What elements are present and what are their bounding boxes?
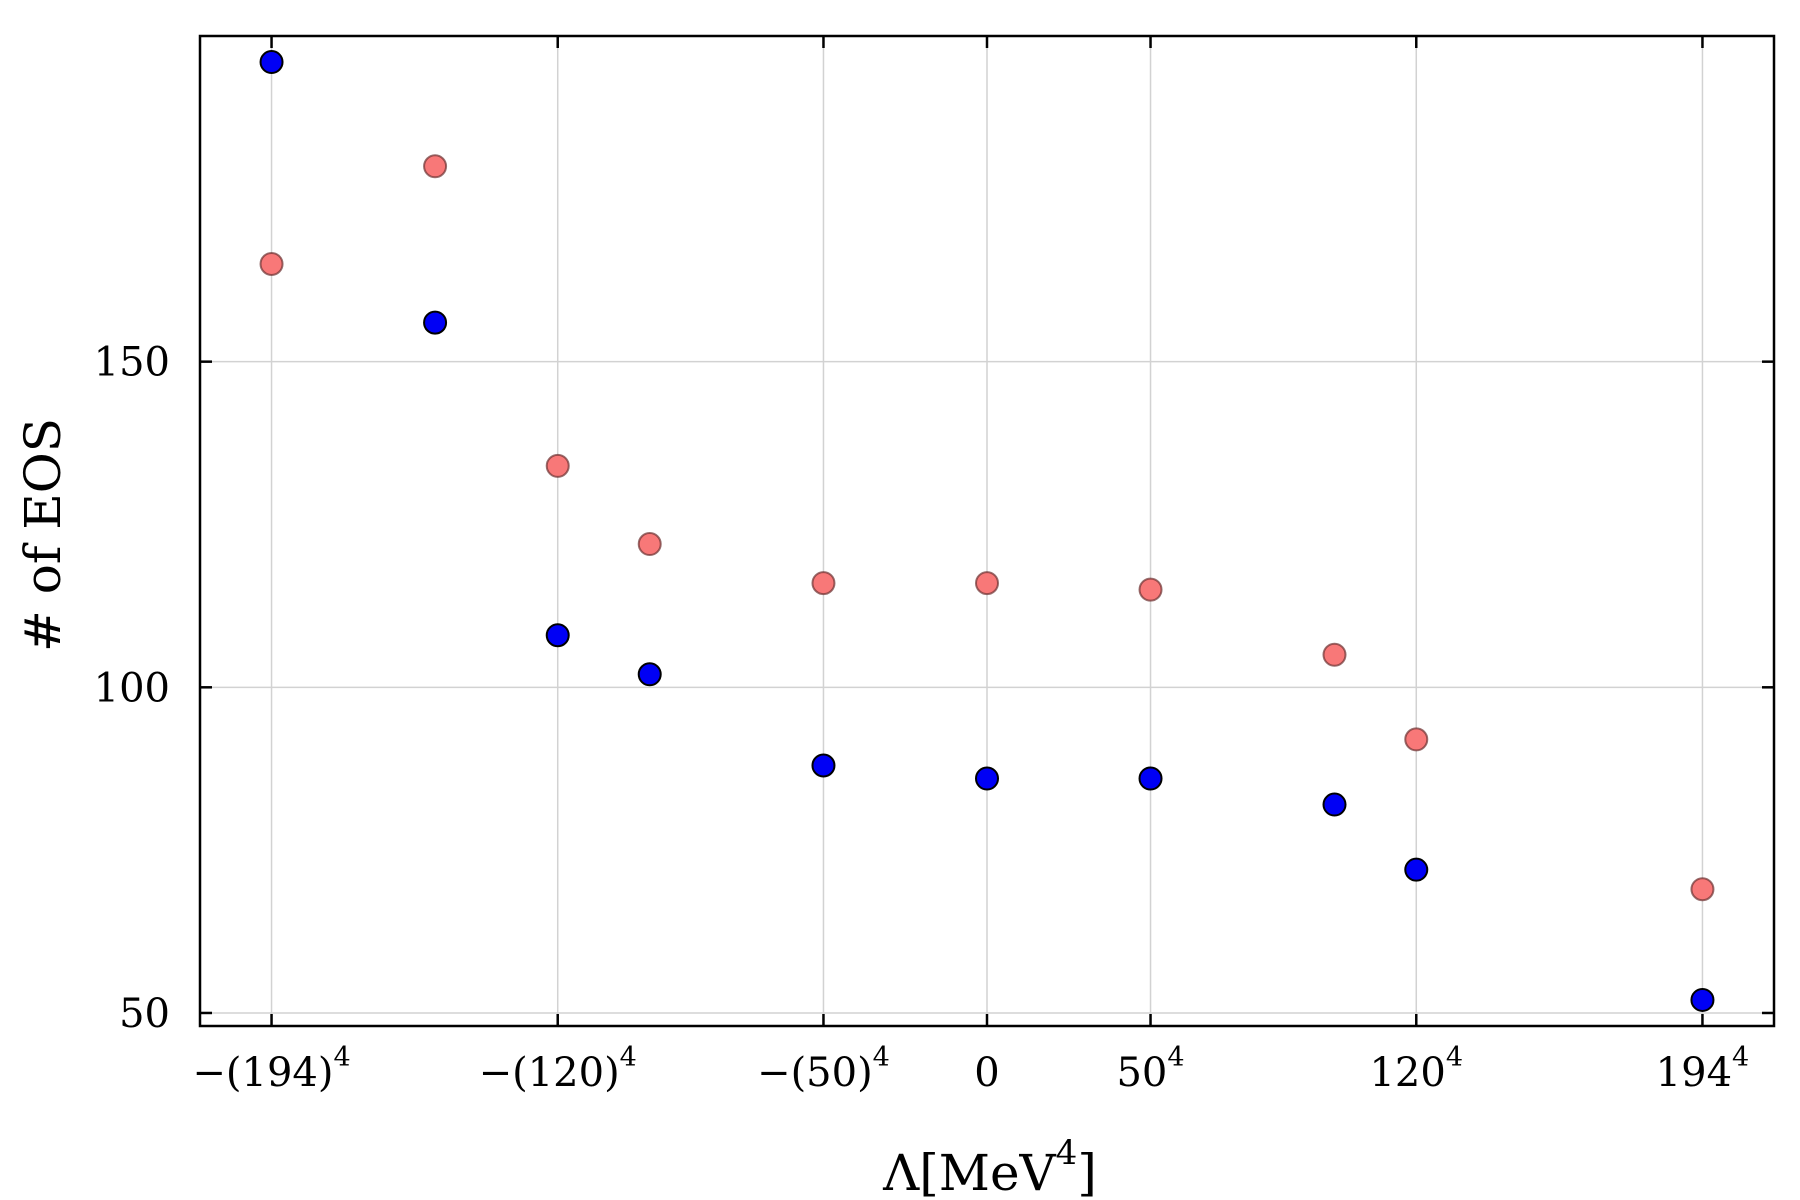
x-axis-title-suffix: ] bbox=[1077, 1144, 1097, 1200]
x-tick-label: 1944 bbox=[1656, 1042, 1750, 1096]
data-point bbox=[1404, 857, 1429, 882]
data-point bbox=[1404, 727, 1429, 752]
x-tick-label-base: 0 bbox=[974, 1050, 999, 1096]
x-tick-label-sup: 4 bbox=[1167, 1042, 1184, 1073]
x-tick-label: 0 bbox=[974, 1050, 999, 1096]
x-tick-label-base: −(120) bbox=[479, 1050, 620, 1096]
data-point bbox=[259, 50, 284, 75]
x-tick-label-sup: 4 bbox=[873, 1042, 890, 1073]
y-tick-label: 150 bbox=[94, 340, 170, 386]
data-point bbox=[975, 571, 999, 596]
tick-layer bbox=[200, 36, 1774, 1026]
data-point bbox=[1138, 577, 1163, 602]
x-tick-label: −(194)4 bbox=[192, 1042, 350, 1096]
x-tick-label-sup: 4 bbox=[1732, 1042, 1749, 1073]
data-point bbox=[637, 532, 662, 557]
data-point bbox=[637, 662, 662, 687]
x-tick-label: 504 bbox=[1116, 1042, 1184, 1096]
data-point bbox=[423, 154, 448, 179]
x-tick-label-sup: 4 bbox=[333, 1042, 350, 1073]
x-tick-label-base: −(50) bbox=[757, 1050, 873, 1096]
data-point bbox=[545, 623, 570, 648]
y-tick-label: 50 bbox=[119, 991, 170, 1037]
x-axis-title: Λ[MeV4] bbox=[882, 1133, 1097, 1200]
data-point bbox=[1690, 987, 1715, 1012]
data-point bbox=[1138, 766, 1163, 791]
data-point bbox=[1322, 642, 1347, 667]
x-tick-label-base: 120 bbox=[1369, 1050, 1445, 1096]
data-point bbox=[1690, 877, 1715, 902]
y-axis-title: # of EOS bbox=[14, 418, 72, 652]
y-tick-labels: 50 100 150 bbox=[94, 340, 170, 1037]
x-tick-label-base: 50 bbox=[1116, 1050, 1167, 1096]
x-axis-title-base: Λ[MeV bbox=[882, 1144, 1056, 1200]
x-tick-label: −(120)4 bbox=[479, 1042, 637, 1096]
data-point bbox=[259, 251, 284, 276]
data-point bbox=[545, 453, 570, 478]
x-tick-label-base: 194 bbox=[1656, 1050, 1732, 1096]
series-upper bbox=[259, 154, 1715, 902]
data-point bbox=[811, 753, 836, 778]
grid-layer bbox=[200, 36, 1774, 1026]
x-tick-label-sup: 4 bbox=[1446, 1042, 1463, 1073]
data-point bbox=[811, 571, 836, 596]
x-tick-labels: −(194)4 −(120)4 −(50)4 0 504 1204 1944 bbox=[192, 1042, 1749, 1096]
x-axis-title-sup: 4 bbox=[1056, 1133, 1078, 1173]
series-lower bbox=[259, 50, 1715, 1012]
series-layer bbox=[259, 50, 1715, 1012]
data-point bbox=[975, 766, 999, 791]
x-tick-label: −(50)4 bbox=[757, 1042, 890, 1096]
data-point bbox=[423, 310, 448, 335]
y-tick-label: 100 bbox=[94, 665, 170, 711]
x-tick-label: 1204 bbox=[1369, 1042, 1463, 1096]
x-tick-label-sup: 4 bbox=[620, 1042, 637, 1073]
data-point bbox=[1322, 792, 1347, 817]
x-tick-label-base: −(194) bbox=[192, 1050, 333, 1096]
